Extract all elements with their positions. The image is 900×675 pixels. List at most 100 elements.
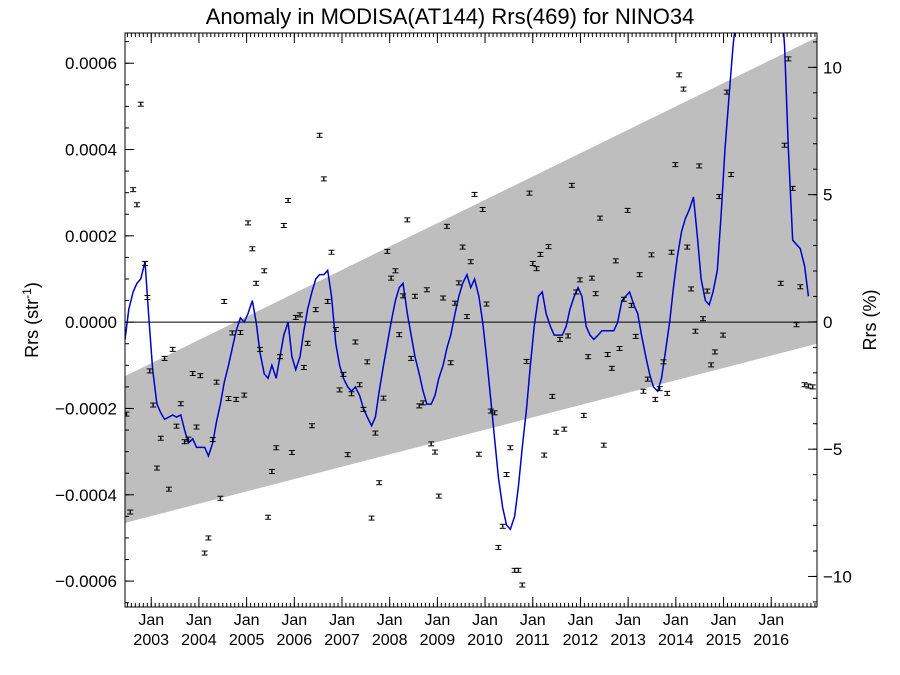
x-axis: Jan 2003 Jan 2004 Jan 2005 Jan 2006 Jan 2007 Jan 20… (126, 33, 816, 649)
point-marker (702, 317, 704, 320)
data-point (253, 280, 260, 286)
data-point (475, 451, 482, 457)
data-point (137, 101, 144, 107)
x-tick-year-label: 2009 (420, 632, 456, 649)
point-marker (275, 446, 278, 449)
point-marker (291, 451, 293, 454)
x-tick-month-label: Jan (377, 612, 403, 629)
point-marker (718, 195, 721, 198)
data-point (511, 567, 518, 573)
point-marker (418, 404, 421, 407)
data-point (580, 412, 587, 418)
point-marker (156, 467, 158, 469)
data-point (217, 495, 224, 501)
point-marker (326, 300, 329, 303)
data-point (372, 430, 379, 436)
data-point (400, 293, 407, 299)
point-marker (582, 414, 585, 417)
point-marker (279, 355, 281, 358)
point-marker (509, 446, 512, 449)
x-tick-year-label: 2010 (467, 632, 503, 649)
point-marker (386, 250, 389, 253)
data-point (688, 286, 695, 292)
right-tick-label: −5 (823, 440, 842, 459)
point-marker (425, 288, 428, 291)
data-point (265, 514, 272, 520)
data-point (336, 387, 343, 393)
data-point (292, 314, 299, 320)
data-point (723, 89, 730, 95)
point-marker (686, 246, 689, 248)
point-marker (163, 357, 166, 360)
data-point (632, 333, 639, 339)
data-point (781, 142, 788, 148)
point-marker (528, 192, 531, 195)
data-point (376, 480, 383, 486)
point-marker (382, 397, 385, 400)
data-point (604, 352, 611, 358)
data-point (545, 244, 552, 250)
data-point (312, 307, 319, 313)
data-point (237, 330, 244, 336)
data-point (256, 346, 263, 352)
x-tick-month-label: Jan (711, 612, 737, 629)
data-point (452, 300, 459, 306)
point-marker (171, 348, 174, 351)
left-axis-label: Rrs (str-1) (20, 282, 42, 358)
x-tick-year-label: 2004 (181, 632, 217, 649)
point-marker (402, 294, 404, 297)
point-marker (203, 552, 206, 554)
point-marker (630, 304, 633, 307)
data-point (169, 346, 176, 352)
data-point (503, 472, 510, 478)
point-marker (622, 298, 625, 301)
data-point (300, 364, 307, 370)
right-axis: 10 5 0 −5 −10 (808, 41, 852, 603)
point-marker (626, 209, 629, 212)
point-marker (434, 451, 436, 453)
point-marker (501, 525, 504, 528)
x-tick-month-label: Jan (615, 612, 641, 629)
point-marker (199, 374, 202, 377)
point-marker (183, 440, 186, 443)
point-marker (706, 290, 709, 292)
data-point (585, 354, 592, 360)
data-point (471, 191, 478, 197)
x-tick-year-label: 2007 (324, 632, 360, 649)
point-marker (521, 584, 524, 586)
data-point (568, 182, 575, 188)
x-tick-month-label: Jan (568, 612, 594, 629)
data-point (684, 244, 691, 250)
data-point (213, 379, 220, 385)
point-marker (152, 404, 155, 406)
right-tick-label: 10 (823, 58, 842, 77)
point-marker (594, 292, 597, 295)
data-point (801, 382, 808, 388)
point-marker (430, 442, 433, 445)
x-tick-year-label: 2006 (277, 632, 313, 649)
data-point (127, 509, 134, 515)
data-point (483, 301, 490, 307)
x-tick-month-label: Jan (472, 612, 498, 629)
right-tick-label: 5 (823, 186, 832, 205)
x-tick-year-label: 2016 (753, 632, 789, 649)
data-point (728, 172, 735, 178)
left-tick-label: 0.0000 (65, 313, 117, 332)
point-marker (650, 253, 653, 256)
point-marker (799, 285, 802, 288)
point-marker (779, 282, 782, 285)
data-point (519, 582, 526, 588)
data-point (499, 523, 506, 529)
point-marker (710, 363, 713, 366)
x-tick-month-label: Jan (281, 612, 307, 629)
data-point (507, 445, 514, 451)
data-point (205, 535, 212, 541)
data-point (411, 293, 418, 299)
data-point (125, 411, 130, 417)
point-marker (211, 438, 214, 441)
point-marker (795, 323, 798, 326)
point-marker (449, 361, 452, 364)
data-point (597, 215, 604, 221)
data-point (340, 371, 347, 377)
point-marker (587, 355, 589, 358)
